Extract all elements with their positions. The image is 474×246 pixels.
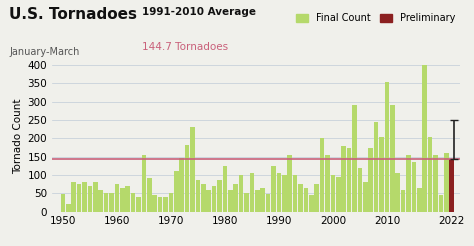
Bar <box>390 106 394 212</box>
Bar <box>422 65 427 212</box>
Bar <box>314 184 319 212</box>
Bar <box>330 175 335 212</box>
Bar <box>233 184 238 212</box>
Bar <box>88 186 92 212</box>
Bar <box>66 204 71 212</box>
Bar <box>433 155 438 212</box>
Bar <box>444 153 448 212</box>
Bar <box>174 171 179 212</box>
Legend: Final Count, Preliminary: Final Count, Preliminary <box>292 9 459 27</box>
Bar <box>341 146 346 212</box>
Bar <box>428 137 432 212</box>
Bar <box>77 184 82 212</box>
Text: 1991-2010 Average: 1991-2010 Average <box>142 7 256 17</box>
Bar <box>126 186 130 212</box>
Bar <box>406 155 411 212</box>
Bar <box>239 175 244 212</box>
Bar <box>347 148 351 212</box>
Bar <box>293 175 297 212</box>
Bar <box>277 173 281 212</box>
Bar <box>131 193 136 212</box>
Bar <box>449 159 454 212</box>
Bar <box>266 194 270 212</box>
Bar <box>325 155 330 212</box>
Bar <box>379 137 384 212</box>
Text: 144.7 Tornadoes: 144.7 Tornadoes <box>142 42 228 52</box>
Bar <box>153 195 157 212</box>
Bar <box>336 177 341 212</box>
Bar <box>109 193 114 212</box>
Bar <box>136 197 141 212</box>
Bar <box>271 166 276 212</box>
Bar <box>244 193 249 212</box>
Bar <box>223 166 227 212</box>
Bar <box>163 197 168 212</box>
Bar <box>82 182 87 212</box>
Text: January-March: January-March <box>9 47 80 57</box>
Bar <box>99 190 103 212</box>
Bar <box>357 168 362 212</box>
Bar <box>401 190 405 212</box>
Bar <box>93 182 98 212</box>
Bar <box>255 190 260 212</box>
Bar <box>185 145 190 212</box>
Bar <box>384 82 389 212</box>
Bar <box>169 193 173 212</box>
Bar <box>228 190 233 212</box>
Bar <box>201 184 206 212</box>
Bar <box>142 155 146 212</box>
Bar <box>61 194 65 212</box>
Bar <box>374 122 378 212</box>
Bar <box>217 181 222 212</box>
Bar <box>287 155 292 212</box>
Bar <box>438 195 443 212</box>
Bar <box>147 178 152 212</box>
Bar <box>363 182 368 212</box>
Bar <box>115 184 119 212</box>
Bar <box>212 186 217 212</box>
Bar <box>120 188 125 212</box>
Bar <box>190 127 195 212</box>
Bar <box>298 184 303 212</box>
Bar <box>180 158 184 212</box>
Bar <box>104 193 109 212</box>
Bar <box>196 181 200 212</box>
Bar <box>260 188 265 212</box>
Y-axis label: Tornado Count: Tornado Count <box>13 99 23 174</box>
Text: U.S. Tornadoes: U.S. Tornadoes <box>9 7 137 22</box>
Bar <box>282 175 287 212</box>
Bar <box>417 188 421 212</box>
Bar <box>304 188 308 212</box>
Bar <box>158 197 163 212</box>
Bar <box>320 138 324 212</box>
Bar <box>250 173 254 212</box>
Bar <box>206 190 211 212</box>
Bar <box>368 148 373 212</box>
Bar <box>72 182 76 212</box>
Bar <box>395 173 400 212</box>
Bar <box>352 106 357 212</box>
Bar <box>309 195 314 212</box>
Bar <box>411 162 416 212</box>
